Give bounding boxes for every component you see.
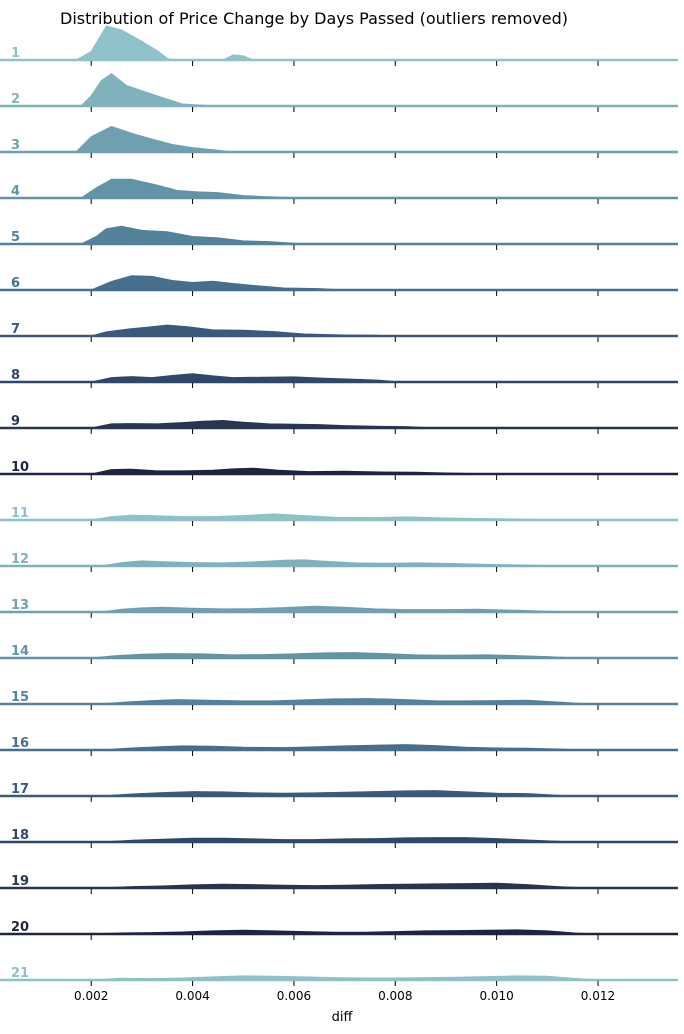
row-label-1: 1: [11, 46, 20, 61]
row-label-4: 4: [11, 184, 20, 199]
density-area-2: [80, 73, 219, 107]
density-area-1: [75, 25, 254, 61]
ridge-row-13: 13: [0, 598, 678, 618]
ridge-row-6: 6: [0, 275, 678, 296]
density-area-5: [80, 225, 315, 245]
ridge-row-18: 18: [0, 828, 678, 848]
row-label-19: 19: [11, 874, 29, 889]
ridge-row-2: 2: [0, 73, 678, 112]
x-tick-label-4: 0.010: [479, 989, 513, 1003]
row-label-2: 2: [11, 92, 20, 107]
row-label-10: 10: [11, 460, 29, 475]
row-label-12: 12: [11, 552, 29, 567]
ridge-row-21: 21: [0, 966, 678, 982]
ridge-row-12: 12: [0, 552, 678, 572]
x-axis: 0.002 0.004 0.006 0.008 0.010 0.012: [74, 981, 615, 1003]
ridge-row-5: 5: [0, 225, 678, 250]
row-label-3: 3: [11, 138, 20, 153]
ridge-row-11: 11: [0, 506, 678, 526]
x-tick-label-3: 0.008: [378, 989, 412, 1003]
ridge-row-19: 19: [0, 874, 678, 894]
density-area-8: [90, 373, 401, 383]
row-label-11: 11: [11, 506, 29, 521]
row-label-21: 21: [11, 966, 29, 981]
ridge-row-1: 1: [0, 25, 678, 66]
x-tick-label-2: 0.006: [277, 989, 311, 1003]
density-area-13: [100, 605, 579, 613]
density-area-6: [90, 275, 346, 291]
density-area-4: [80, 178, 305, 199]
density-area-12: [100, 559, 569, 567]
ridge-row-7: 7: [0, 322, 678, 342]
row-label-7: 7: [11, 322, 20, 337]
row-label-5: 5: [11, 230, 20, 245]
ridge-row-3: 3: [0, 126, 678, 158]
ridge-row-4: 4: [0, 178, 678, 204]
row-label-15: 15: [11, 690, 29, 705]
x-tick-label-0: 0.002: [74, 989, 108, 1003]
ridge-row-17: 17: [0, 782, 678, 802]
density-area-16: [100, 744, 589, 751]
chart-title: Distribution of Price Change by Days Pas…: [60, 9, 568, 28]
ridge-row-15: 15: [0, 690, 678, 710]
density-area-15: [100, 698, 589, 705]
row-label-16: 16: [11, 736, 29, 751]
ridge-row-20: 20: [0, 920, 678, 940]
x-tick-label-5: 0.012: [581, 989, 615, 1003]
ridge-row-14: 14: [0, 644, 678, 664]
density-area-7: [90, 324, 406, 337]
ridge-row-10: 10: [0, 460, 678, 480]
row-label-9: 9: [11, 414, 20, 429]
density-area-14: [90, 652, 579, 659]
row-label-17: 17: [11, 782, 29, 797]
row-label-8: 8: [11, 368, 20, 383]
ridge-row-8: 8: [0, 368, 678, 388]
density-area-9: [90, 420, 437, 429]
row-label-6: 6: [11, 276, 20, 291]
row-label-13: 13: [11, 598, 29, 613]
density-area-11: [90, 513, 548, 521]
row-label-20: 20: [11, 920, 29, 935]
density-area-17: [100, 790, 579, 797]
row-label-14: 14: [11, 644, 29, 659]
density-area-3: [75, 126, 234, 153]
ridge-row-16: 16: [0, 736, 678, 756]
row-label-18: 18: [11, 828, 29, 843]
x-tick-label-1: 0.004: [175, 989, 209, 1003]
ridge-row-9: 9: [0, 414, 678, 434]
x-axis-label: diff: [332, 1010, 354, 1025]
